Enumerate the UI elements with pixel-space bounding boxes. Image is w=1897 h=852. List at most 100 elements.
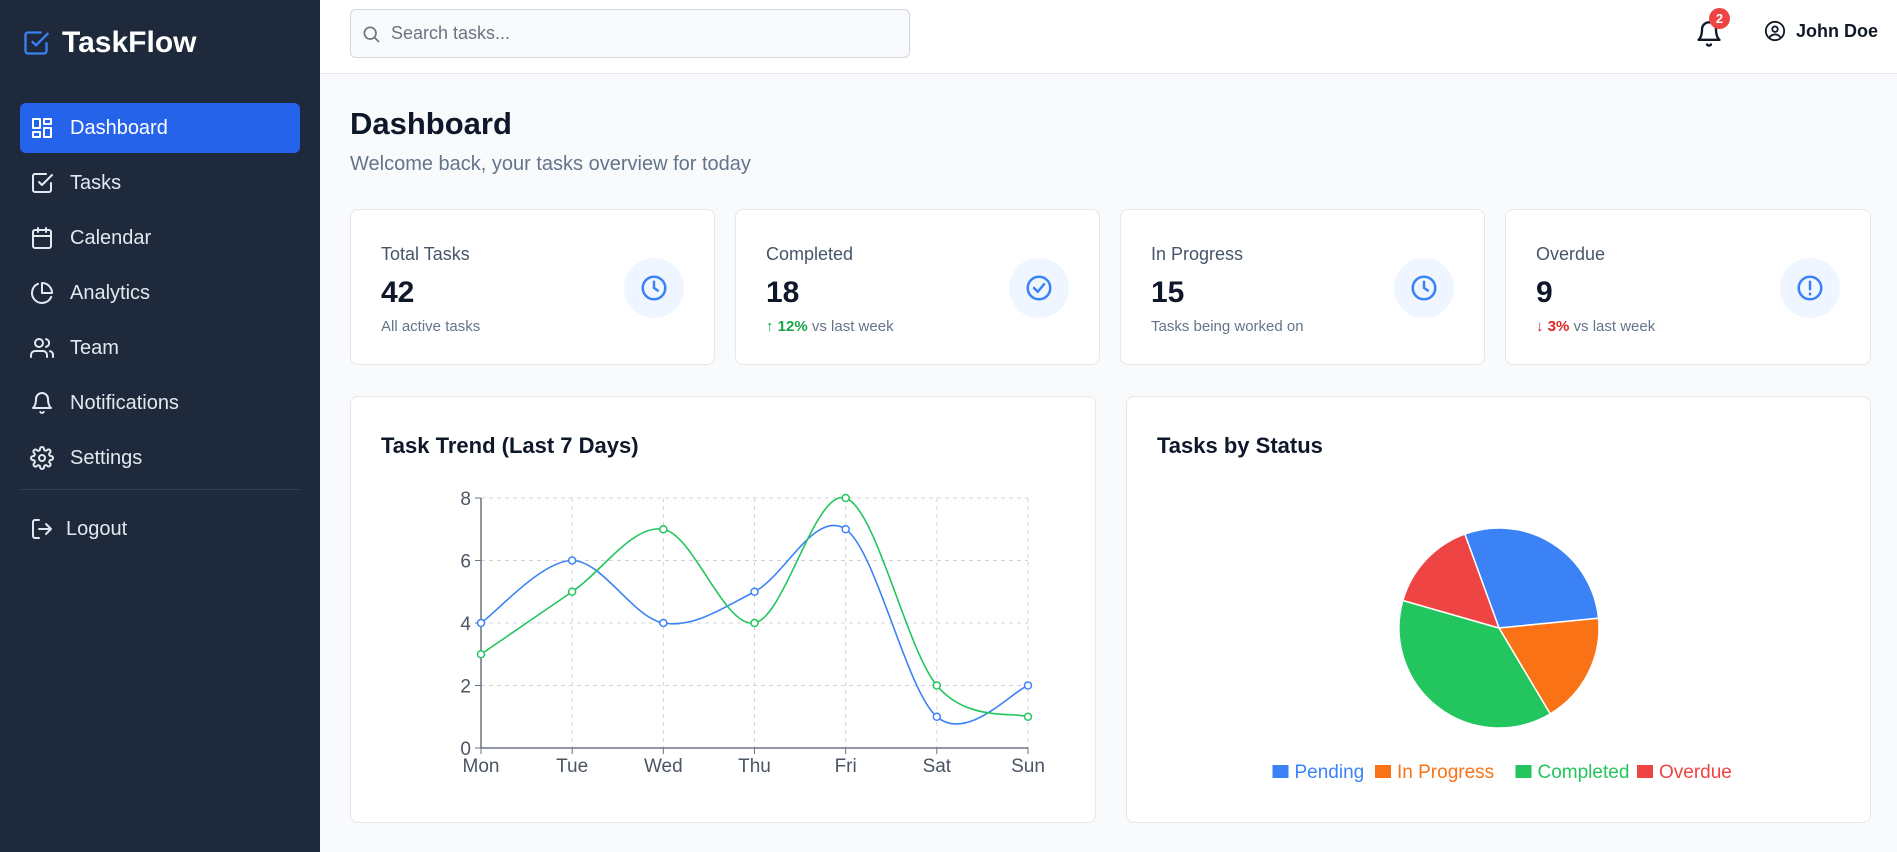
stat-icon-wrap: [1394, 258, 1454, 318]
trend-up: ↑ 12%: [766, 318, 808, 335]
stat-foot: ↓ 3% vs last week: [1536, 318, 1655, 335]
brand-name: TaskFlow: [62, 26, 197, 59]
alert-circle-icon: [1797, 275, 1823, 301]
sidebar-item-tasks[interactable]: Tasks: [20, 158, 300, 208]
x-tick-label: Fri: [835, 756, 857, 777]
data-point[interactable]: [1023, 681, 1033, 690]
x-tick-label: Thu: [738, 756, 771, 777]
trend-down: ↓ 3%: [1536, 318, 1570, 335]
tasks-by-status-panel: Tasks by Status Pending In Progress Comple…: [1126, 396, 1871, 823]
legend-label[interactable]: Pending: [1295, 762, 1365, 783]
page-subtitle: Welcome back, your tasks overview for to…: [350, 153, 751, 175]
stat-note: All active tasks: [381, 318, 481, 335]
pie-slice-completed[interactable]: [1398, 599, 1552, 729]
data-point[interactable]: [750, 618, 759, 628]
chart-title: Task Trend (Last 7 Days): [381, 433, 639, 458]
legend-swatch: [1272, 765, 1289, 778]
data-point[interactable]: [841, 525, 850, 534]
pie-slice-pending[interactable]: [1463, 527, 1600, 629]
user-circle-icon: [1764, 20, 1786, 42]
stat-note: vs last week: [1569, 318, 1656, 335]
grid-icon: [32, 118, 52, 138]
sidebar-item-dashboard[interactable]: Dashboard: [20, 103, 300, 153]
x-tick-label: Sun: [1011, 756, 1045, 777]
series-line-1: [480, 496, 1029, 718]
pie-slice-overdue[interactable]: [1401, 533, 1501, 630]
brand[interactable]: TaskFlow: [22, 26, 196, 60]
data-point[interactable]: [659, 525, 668, 534]
search-box[interactable]: [350, 9, 910, 58]
legend-label[interactable]: In Progress: [1397, 762, 1494, 783]
data-point[interactable]: [932, 681, 942, 690]
x-tick-label: Sat: [923, 756, 952, 777]
legend-swatch: [1637, 765, 1653, 778]
stat-foot: ↑ 12% vs last week: [766, 318, 894, 335]
stat-card-total: Total Tasks 42 All active tasks: [350, 209, 715, 365]
stat-value: 18: [766, 276, 800, 309]
check-square-icon: [32, 173, 53, 193]
data-point[interactable]: [1023, 712, 1033, 721]
sidebar-item-label: Team: [70, 336, 119, 359]
search-icon: [363, 26, 380, 42]
data-point[interactable]: [659, 618, 668, 628]
topbar: 2 John Doe: [320, 0, 1897, 74]
bell-icon: [32, 392, 52, 414]
task-trend-panel: Task Trend (Last 7 Days) 0 2 4 6 8 Mon Tue Wed T…: [350, 396, 1096, 823]
data-point[interactable]: [841, 493, 850, 503]
stat-value: 9: [1536, 276, 1553, 309]
sidebar-item-label: Tasks: [70, 171, 122, 194]
data-point[interactable]: [750, 587, 759, 596]
chart-title: Tasks by Status: [1157, 433, 1323, 458]
data-point[interactable]: [476, 650, 486, 659]
y-tick-label: 4: [460, 614, 471, 635]
search-input[interactable]: [391, 23, 891, 44]
stat-label: Overdue: [1536, 244, 1606, 264]
legend-swatch: [1515, 765, 1532, 778]
users-icon: [30, 338, 54, 358]
y-tick-label: 2: [460, 677, 471, 698]
clock-icon: [1411, 275, 1437, 301]
y-tick-label: 8: [460, 489, 471, 510]
user-menu[interactable]: John Doe: [1764, 20, 1878, 42]
stat-value: 15: [1151, 276, 1185, 309]
sidebar-item-label: Dashboard: [70, 116, 168, 139]
logout-button[interactable]: Logout: [20, 504, 300, 554]
line-chart: 0 2 4 6 8 Mon Tue Wed Thu Fri Sat Sun: [460, 489, 1045, 777]
sidebar-nav: Dashboard Tasks Calendar Analytics Team …: [20, 103, 300, 559]
stat-note: vs last week: [807, 318, 894, 335]
sidebar-item-label: Notifications: [70, 391, 179, 414]
sidebar-item-team[interactable]: Team: [20, 323, 300, 373]
sidebar-item-calendar[interactable]: Calendar: [20, 213, 300, 263]
y-tick-label: 6: [460, 552, 471, 573]
sidebar-item-analytics[interactable]: Analytics: [20, 268, 300, 318]
sidebar-divider: [20, 489, 300, 490]
stat-label: In Progress: [1151, 244, 1244, 264]
sidebar: TaskFlow Dashboard Tasks Calendar Analyt…: [0, 0, 320, 852]
y-tick-label: 0: [460, 739, 471, 760]
gear-icon: [30, 446, 54, 470]
stat-icon-wrap: [1780, 258, 1840, 318]
x-tick-label: Mon: [463, 756, 500, 777]
data-point[interactable]: [567, 587, 577, 596]
data-point[interactable]: [567, 556, 577, 565]
pie-chart-icon: [31, 282, 53, 304]
logout-label: Logout: [66, 517, 128, 540]
check-circle-icon: [1026, 275, 1052, 301]
user-name: John Doe: [1796, 20, 1879, 41]
sidebar-item-settings[interactable]: Settings: [20, 433, 300, 483]
legend-label[interactable]: Overdue: [1659, 762, 1732, 783]
pie-slice-in-progress[interactable]: [1497, 617, 1600, 715]
x-tick-label: Wed: [644, 756, 683, 777]
legend-label[interactable]: Completed: [1538, 762, 1630, 783]
sidebar-item-notifications[interactable]: Notifications: [20, 378, 300, 428]
page-title: Dashboard: [350, 106, 512, 141]
stat-icon-wrap: [1009, 258, 1069, 318]
stat-card-completed: Completed 18 ↑ 12% vs last week: [735, 209, 1100, 365]
data-point[interactable]: [476, 618, 486, 628]
stat-card-in-progress: In Progress 15 Tasks being worked on: [1120, 209, 1485, 365]
stat-label: Total Tasks: [381, 244, 470, 264]
data-point[interactable]: [932, 712, 942, 721]
x-tick-label: Tue: [556, 756, 588, 777]
sidebar-item-label: Analytics: [70, 281, 151, 304]
pie-chart: Pending In Progress Completed Overdue: [1272, 527, 1732, 783]
